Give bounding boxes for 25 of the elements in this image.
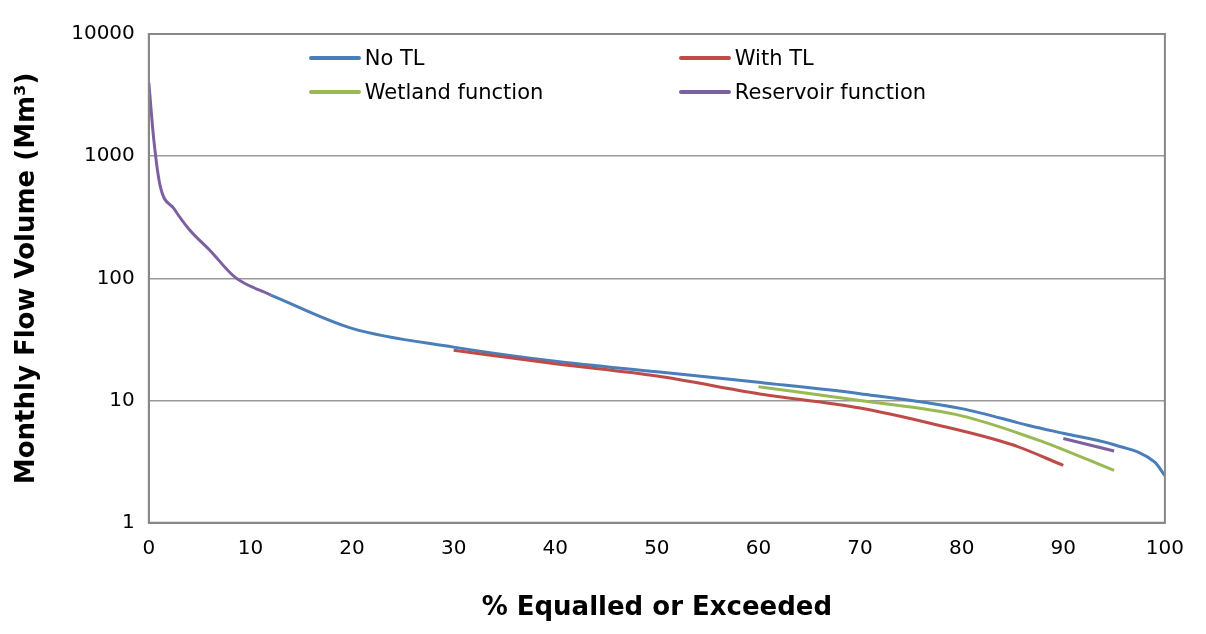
x-tick-label: 0	[142, 535, 156, 559]
line-series	[756, 385, 1116, 472]
y-tick-label: 1	[122, 509, 135, 533]
y-tick-label: 1000	[83, 142, 135, 167]
x-tick-label: 90	[1050, 535, 1077, 559]
x-tick-label: 20	[339, 535, 365, 559]
y-tick-label: 10000	[71, 20, 135, 45]
x-tick-label: 100	[1145, 535, 1185, 559]
y-axis-title: Monthly Flow Volume (Mm³)	[10, 72, 41, 485]
x-tick-label: 80	[948, 535, 975, 559]
x-axis-title: % Equalled or Exceeded	[481, 591, 833, 622]
legend-label: With TL	[734, 46, 814, 70]
y-tick-label: 10	[109, 386, 135, 411]
x-tick-label: 10	[237, 535, 264, 559]
legend-label: No TL	[364, 46, 425, 70]
line-series	[452, 348, 1065, 467]
x-tick-label: 70	[847, 535, 873, 559]
legend-label: Reservoir function	[734, 80, 927, 104]
legend-label: Wetland function	[364, 80, 544, 104]
x-tick-label: 60	[745, 535, 772, 559]
line-series	[269, 293, 1165, 478]
x-tick-label: 40	[542, 535, 568, 559]
x-tick-label: 50	[644, 535, 670, 559]
y-tick-label: 100	[96, 264, 135, 289]
x-tick-label: 30	[440, 535, 467, 559]
